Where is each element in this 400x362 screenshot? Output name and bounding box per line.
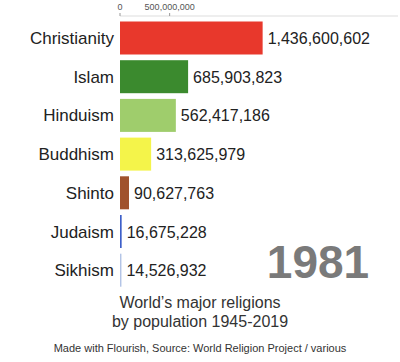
category-label: Hinduism [43, 106, 114, 125]
bar [120, 138, 151, 171]
bar [120, 99, 176, 132]
bar [120, 254, 121, 287]
title: World’s major religions [119, 294, 280, 311]
x-tick-label: 500,000,000 [145, 2, 195, 12]
source: Made with Flourish, Source: World Religi… [54, 342, 347, 354]
subtitle: by population 1945-2019 [112, 313, 288, 330]
chart-svg: 0 500,000,000 Christianity 1,436,600,602 Isl… [0, 0, 400, 362]
x-tick [169, 13, 170, 16]
data-label: 1,436,600,602 [268, 30, 370, 47]
x-axis-line [120, 16, 398, 17]
data-label: 90,627,763 [134, 185, 214, 202]
data-label: 16,675,228 [127, 224, 207, 241]
chart-container: 0 500,000,000 Christianity 1,436,600,602 Isl… [0, 0, 400, 362]
category-label: Christianity [30, 29, 115, 48]
data-label: 313,625,979 [156, 146, 245, 163]
bar [120, 215, 122, 248]
data-label: 14,526,932 [126, 262, 206, 279]
category-label: Sikhism [54, 261, 114, 280]
bar [120, 22, 263, 55]
category-label: Buddhism [38, 145, 114, 164]
x-tick-label: 0 [117, 2, 122, 12]
category-label: Islam [73, 68, 114, 87]
bar [120, 176, 129, 209]
data-label: 685,903,823 [193, 69, 282, 86]
data-label: 562,417,186 [181, 107, 270, 124]
bar [120, 60, 188, 93]
category-label: Shinto [66, 184, 114, 203]
x-tick [120, 13, 121, 16]
year-annotation: 1981 [267, 236, 369, 288]
category-label: Judaism [51, 223, 114, 242]
bars [120, 22, 263, 287]
